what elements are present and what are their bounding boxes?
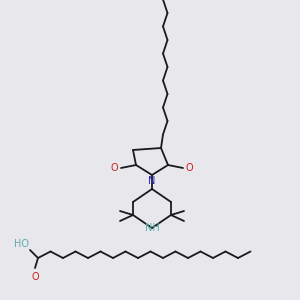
- Text: O: O: [31, 272, 39, 282]
- Text: N: N: [148, 176, 156, 186]
- Text: O: O: [186, 163, 194, 173]
- Text: HO: HO: [14, 239, 29, 249]
- Text: NH: NH: [145, 223, 159, 233]
- Text: O: O: [110, 163, 118, 173]
